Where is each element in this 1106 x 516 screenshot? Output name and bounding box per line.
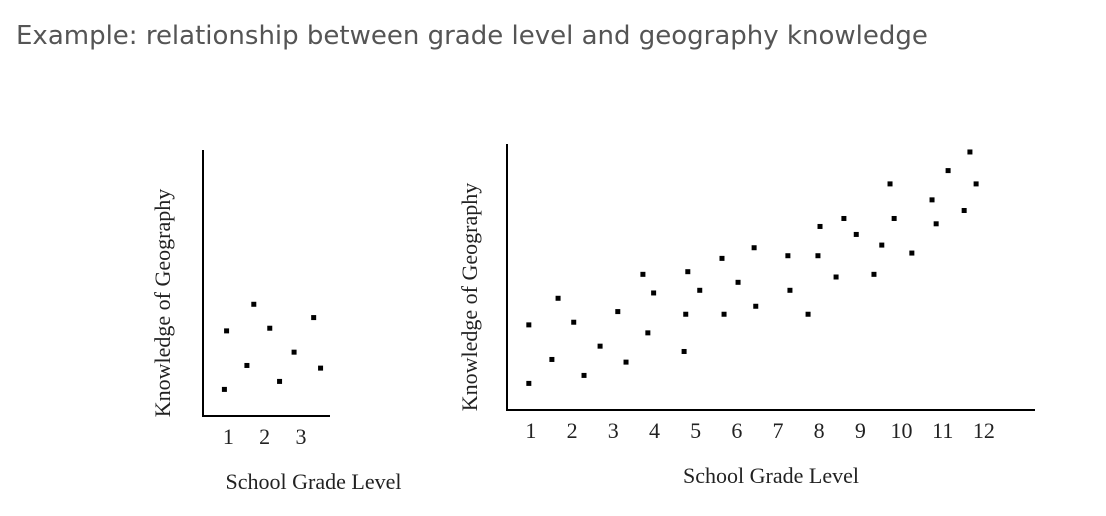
x-tick-label: 5	[690, 418, 701, 443]
point	[961, 208, 967, 213]
point	[853, 231, 859, 237]
point	[277, 378, 283, 384]
point	[623, 359, 629, 365]
point	[871, 271, 877, 277]
axes	[202, 150, 330, 417]
point	[751, 245, 757, 251]
point	[841, 215, 847, 221]
x-tick-label: 3	[295, 424, 306, 449]
point	[318, 365, 324, 371]
point	[597, 343, 603, 349]
point	[719, 255, 725, 261]
x-tick-label: 4	[649, 418, 660, 443]
point	[526, 322, 532, 328]
point	[683, 311, 689, 317]
x-tick-label: 1	[525, 418, 536, 443]
point	[685, 269, 691, 275]
point	[817, 223, 823, 229]
point	[221, 386, 227, 392]
point	[815, 253, 821, 259]
point	[933, 221, 939, 227]
point	[945, 168, 951, 174]
point	[581, 372, 587, 378]
point	[311, 315, 317, 321]
point	[244, 362, 250, 368]
point	[645, 330, 651, 336]
x-tick-label: 2	[567, 418, 578, 443]
point	[697, 287, 703, 293]
x-axis-label: School Grade Level	[683, 463, 859, 488]
point	[555, 295, 561, 301]
point	[526, 380, 532, 386]
x-axis-label: School Grade Level	[226, 469, 402, 494]
y-axis-label: Knowledge of Geography	[150, 189, 175, 418]
x-tick-label: 2	[259, 424, 270, 449]
x-tick-label: 9	[855, 418, 866, 443]
point	[805, 311, 811, 317]
point	[879, 242, 885, 248]
x-tick-label: 12	[973, 418, 995, 443]
point	[735, 279, 741, 285]
point	[891, 215, 897, 221]
x-tick-label: 11	[932, 418, 953, 443]
point	[267, 325, 273, 331]
x-tick-label: 6	[731, 418, 742, 443]
point	[967, 149, 973, 155]
point	[785, 253, 791, 259]
y-axis-label: Knowledge of Geography	[457, 183, 482, 412]
point	[549, 356, 555, 362]
point	[753, 303, 759, 309]
point	[224, 328, 230, 334]
x-tick-label: 7	[773, 418, 784, 443]
point	[651, 290, 657, 296]
page-title: Example: relationship between grade leve…	[16, 21, 928, 51]
point	[251, 301, 257, 307]
point	[721, 311, 727, 317]
point	[929, 197, 935, 203]
point	[887, 181, 893, 187]
x-tick-label: 1	[223, 424, 234, 449]
point	[291, 349, 297, 355]
point	[681, 348, 687, 354]
x-tick-label: 3	[608, 418, 619, 443]
x-tick-label: 10	[891, 418, 913, 443]
point	[615, 309, 621, 315]
point	[973, 181, 979, 187]
axes	[506, 144, 1035, 411]
point	[571, 319, 577, 325]
point	[640, 271, 646, 277]
point	[909, 250, 915, 256]
point	[833, 274, 839, 280]
point	[787, 287, 793, 293]
x-tick-label: 8	[814, 418, 825, 443]
